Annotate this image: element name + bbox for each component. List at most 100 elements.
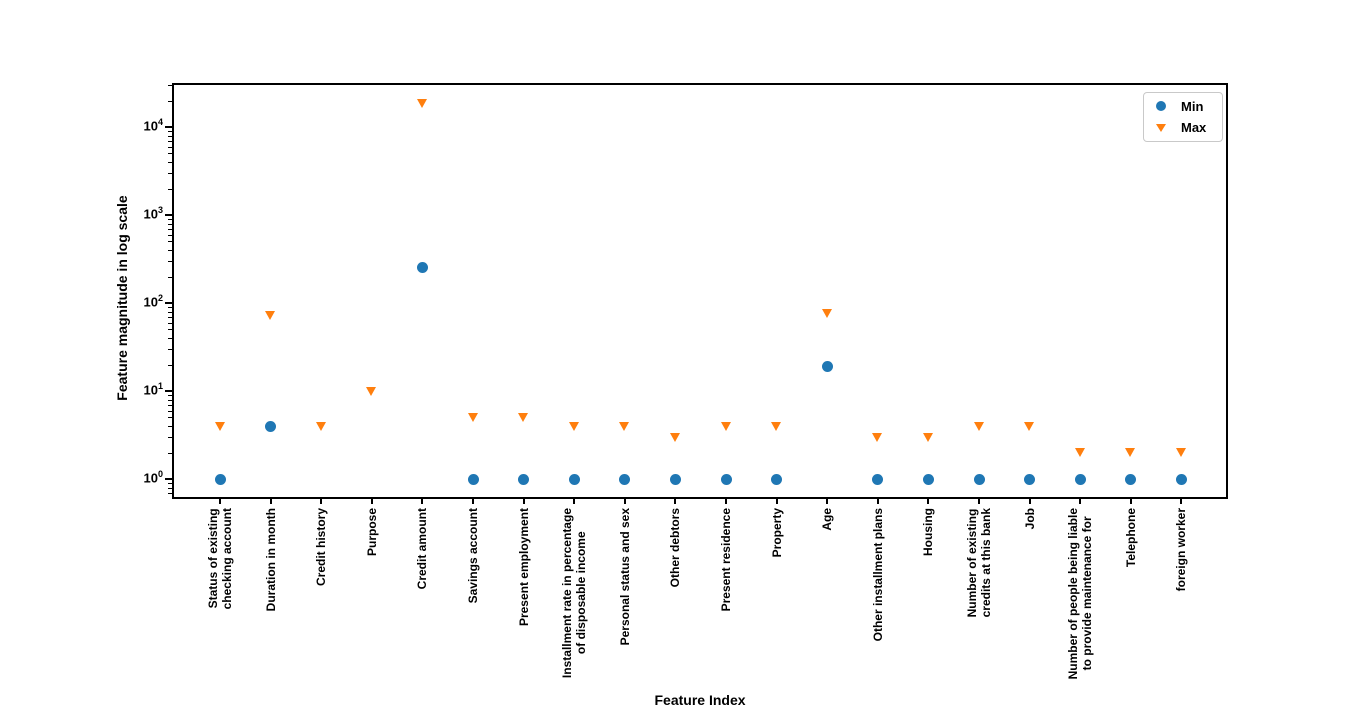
y-axis-title: Feature magnitude in log scale [114, 195, 130, 401]
x-tick-label: Telephone [1123, 508, 1138, 568]
scatter-point-min [872, 473, 884, 485]
circle-marker-icon [1156, 101, 1166, 112]
y-minor-tick [168, 131, 172, 133]
x-tick [725, 499, 727, 504]
y-major-tick [165, 390, 172, 392]
y-minor-tick [168, 140, 172, 142]
y-major-tick [165, 302, 172, 304]
x-tick [876, 499, 879, 504]
scatter-point-max [973, 421, 984, 431]
y-minor-tick [168, 349, 172, 350]
x-tick-label: Other installment plans [870, 508, 885, 642]
x-tick-label: Number of existing credits at this bank [965, 508, 993, 618]
scatter-point-min [265, 420, 277, 432]
y-minor-tick [168, 162, 172, 164]
x-tick-label: Number of people being liable to provide… [1066, 508, 1095, 680]
x-tick [775, 499, 778, 504]
min-marker-slot [1155, 101, 1167, 112]
scatter-point-max [518, 412, 529, 422]
y-minor-tick [168, 417, 172, 419]
scatter-point-max [872, 432, 883, 442]
scatter-point-min [973, 473, 985, 485]
y-minor-tick [168, 250, 172, 252]
y-minor-tick [168, 452, 172, 454]
x-tick-label: Age [820, 508, 835, 531]
y-minor-tick [168, 410, 172, 412]
x-tick [472, 499, 474, 504]
y-major-tick [165, 478, 172, 480]
scatter-point-min [771, 473, 783, 485]
x-tick-label: Credit history [314, 508, 329, 587]
y-minor-tick [168, 492, 172, 494]
y-minor-tick [168, 188, 172, 190]
scatter-point-min [821, 360, 833, 372]
scatter-point-max [1074, 448, 1085, 457]
scatter-point-min [1125, 473, 1137, 485]
y-minor-tick [168, 329, 172, 331]
y-minor-tick [168, 311, 172, 313]
y-tick-label: 103 [143, 205, 163, 222]
x-tick-label: Job [1022, 508, 1037, 530]
x-tick [978, 499, 980, 504]
x-tick [927, 499, 930, 504]
y-minor-tick [168, 146, 172, 148]
x-tick [269, 499, 272, 504]
y-minor-tick [168, 322, 172, 324]
x-tick [219, 499, 221, 504]
max-marker-slot [1155, 123, 1167, 132]
y-minor-tick [168, 135, 172, 137]
y-minor-tick [168, 316, 172, 318]
scatter-point-max [1024, 421, 1035, 431]
scatter-point-max [467, 412, 478, 422]
y-minor-tick [168, 219, 172, 221]
scatter-point-max [771, 421, 782, 431]
x-tick [573, 499, 576, 504]
y-tick-label: 101 [143, 381, 163, 398]
x-tick-label: Other debtors [668, 508, 683, 588]
x-tick-label: Duration in month [263, 508, 278, 612]
plot-area [172, 83, 1228, 499]
y-minor-tick [168, 261, 172, 262]
triangle-down-marker-icon [1156, 123, 1166, 132]
y-minor-tick [168, 276, 172, 278]
x-tick-label: Purpose [364, 508, 379, 557]
x-tick-label: Status of existing checking account [206, 508, 234, 610]
y-minor-tick [168, 399, 172, 401]
y-major-tick [165, 214, 172, 216]
x-tick [674, 499, 677, 504]
y-minor-tick [168, 483, 172, 485]
x-tick [421, 499, 424, 504]
scatter-point-min [214, 473, 226, 485]
x-tick-label: Property [769, 508, 784, 558]
y-minor-tick [168, 426, 172, 428]
x-tick-label: Present employment [516, 508, 531, 627]
legend-entry-max: Max [1144, 117, 1222, 138]
scatter-point-min [518, 473, 530, 485]
x-tick [522, 499, 525, 504]
y-tick-label: 100 [143, 469, 163, 486]
scatter-point-max [214, 421, 225, 431]
scatter-point-max [315, 421, 326, 431]
y-minor-tick [168, 234, 172, 236]
y-minor-tick [168, 228, 172, 230]
x-tick-label: Personal status and sex [617, 508, 632, 646]
y-minor-tick [168, 487, 172, 489]
scatter-point-max [265, 311, 276, 321]
y-minor-tick [168, 85, 172, 86]
x-tick-label: Present residence [719, 508, 733, 612]
x-tick [320, 499, 323, 504]
scatter-point-max [366, 386, 377, 396]
y-minor-tick [168, 100, 172, 102]
scatter-point-max [619, 421, 630, 431]
y-minor-tick [168, 404, 172, 406]
x-tick [623, 499, 626, 504]
x-tick-label: Installment rate in percentage of dispos… [560, 508, 589, 679]
x-tick-label: foreign worker [1174, 508, 1189, 592]
scatter-point-max [1125, 448, 1136, 457]
legend-label-min: Min [1181, 98, 1204, 114]
scatter-point-min [1074, 473, 1086, 485]
scatter-point-min [568, 473, 580, 485]
scatter-point-min [1024, 473, 1036, 485]
x-tick [370, 499, 373, 504]
